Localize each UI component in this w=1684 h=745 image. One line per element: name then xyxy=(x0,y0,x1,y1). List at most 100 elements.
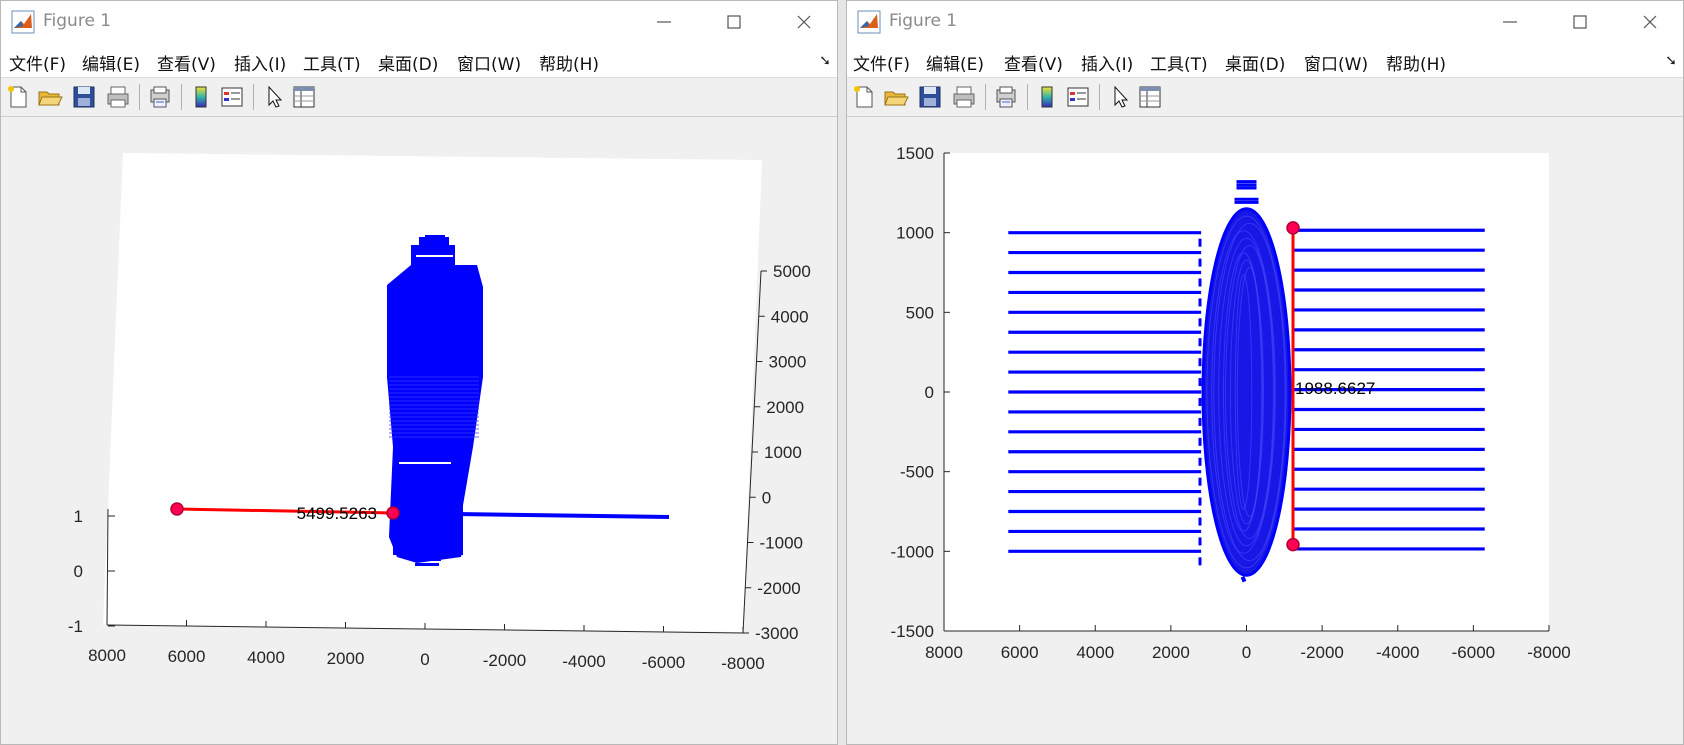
data-foot xyxy=(411,557,441,561)
x-tick-label: -4000 xyxy=(1376,643,1419,662)
pointer-icon[interactable] xyxy=(1107,84,1133,110)
close-icon xyxy=(1643,15,1657,29)
measure-endpoint xyxy=(386,506,400,520)
y-tick-label: -1000 xyxy=(760,534,803,553)
dock-arrow-icon[interactable]: ➘ xyxy=(819,52,831,68)
plot-area: 8000 6000 4000 2000 0 -2000 -4000 -6000 -8000 500… xyxy=(1,117,837,744)
close-button[interactable] xyxy=(781,5,827,39)
data-ellipse-ring xyxy=(1234,274,1253,510)
y-tick-label: -500 xyxy=(900,463,934,482)
title-bar[interactable]: Figure 1 xyxy=(847,1,1683,43)
data-series-row xyxy=(455,512,670,519)
x-tick-label: -2000 xyxy=(483,651,526,670)
x-tick-label: 4000 xyxy=(1076,643,1114,662)
minimize-icon xyxy=(657,21,671,23)
new-figure-icon[interactable] xyxy=(851,84,877,110)
plot-area: 8000 6000 4000 2000 0 -2000 -4000 -6000 -8000 150… xyxy=(847,117,1683,744)
property-inspector-icon[interactable] xyxy=(1137,84,1163,110)
print-icon[interactable] xyxy=(105,84,131,110)
close-button[interactable] xyxy=(1627,5,1673,39)
x-tick-label: -4000 xyxy=(562,652,605,671)
scatter-plot-2d[interactable]: 8000 6000 4000 2000 0 -2000 -4000 -6000 -8000 150… xyxy=(847,117,1683,745)
measure-endpoint xyxy=(170,502,184,516)
toolbar-separator xyxy=(1027,84,1028,110)
data-cap xyxy=(1240,576,1247,583)
title-bar[interactable]: Figure 1 xyxy=(1,1,837,43)
y-tick-label: 1500 xyxy=(896,144,934,163)
data-ellipse-ring xyxy=(1206,215,1287,569)
toolbar-separator xyxy=(139,84,140,110)
maximize-icon xyxy=(1573,15,1587,29)
menu-tools[interactable]: 工具(T) xyxy=(303,55,361,75)
x-tick-label: 6000 xyxy=(168,647,206,666)
z-axis-line xyxy=(106,508,109,626)
figure-toolbar xyxy=(847,78,1683,117)
data-head xyxy=(419,237,449,247)
print-preview-icon[interactable] xyxy=(147,84,173,110)
data-base xyxy=(393,493,463,555)
y-tick-label: 0 xyxy=(762,488,771,507)
colorbar-icon[interactable] xyxy=(1034,84,1060,110)
menu-insert[interactable]: 插入(I) xyxy=(1081,55,1134,75)
y-tick-label: 5000 xyxy=(773,262,811,281)
menu-tools[interactable]: 工具(T) xyxy=(1150,55,1208,75)
pointer-icon[interactable] xyxy=(261,84,287,110)
menu-help[interactable]: 帮助(H) xyxy=(1386,55,1447,75)
data-ellipse-ring xyxy=(1225,244,1274,540)
property-inspector-icon[interactable] xyxy=(291,84,317,110)
menu-file[interactable]: 文件(F) xyxy=(9,55,67,75)
measure-endpoint xyxy=(1286,537,1300,552)
legend-icon[interactable] xyxy=(219,84,245,110)
x-tick-label: 6000 xyxy=(1001,643,1039,662)
menu-bar: 文件(F) 编辑(E) 查看(V) 插入(I) 工具(T) 桌面(D) 窗口(W… xyxy=(847,43,1683,78)
window-title: Figure 1 xyxy=(889,11,958,31)
menu-window[interactable]: 窗口(W) xyxy=(1304,55,1369,75)
data-ellipse xyxy=(1201,207,1292,577)
scatter-plot-3d[interactable]: 8000 6000 4000 2000 0 -2000 -4000 -6000 -8000 500… xyxy=(1,117,837,745)
maximize-icon xyxy=(727,15,741,29)
x-tick-label: 2000 xyxy=(1152,643,1190,662)
minimize-button[interactable] xyxy=(641,5,687,39)
save-icon[interactable] xyxy=(71,84,97,110)
data-body xyxy=(387,265,483,563)
new-figure-icon[interactable] xyxy=(5,84,31,110)
toolbar-separator xyxy=(985,84,986,110)
x-tick-label: 0 xyxy=(1242,643,1251,662)
minimize-button[interactable] xyxy=(1487,5,1533,39)
minimize-icon xyxy=(1503,21,1517,23)
x-tick-label: -8000 xyxy=(721,654,764,673)
menu-edit[interactable]: 编辑(E) xyxy=(926,55,985,75)
maximize-button[interactable] xyxy=(1557,5,1603,39)
open-file-icon[interactable] xyxy=(37,84,63,110)
dock-arrow-icon[interactable]: ➘ xyxy=(1665,52,1677,68)
menu-desktop[interactable]: 桌面(D) xyxy=(378,55,439,75)
data-foot xyxy=(415,563,439,566)
colorbar-icon[interactable] xyxy=(188,84,214,110)
y-tick-label: -1500 xyxy=(891,622,934,641)
measure-label: 5499.5263 xyxy=(297,504,377,523)
x-tick-label: 8000 xyxy=(925,643,963,662)
x-tick-label: -8000 xyxy=(1527,643,1570,662)
maximize-button[interactable] xyxy=(711,5,757,39)
legend-icon[interactable] xyxy=(1065,84,1091,110)
menu-view[interactable]: 查看(V) xyxy=(157,55,216,75)
open-file-icon[interactable] xyxy=(883,84,909,110)
menu-desktop[interactable]: 桌面(D) xyxy=(1225,55,1286,75)
x-tick-label: 2000 xyxy=(327,649,365,668)
close-icon xyxy=(797,15,811,29)
menu-help[interactable]: 帮助(H) xyxy=(539,55,600,75)
print-icon[interactable] xyxy=(951,84,977,110)
menu-insert[interactable]: 插入(I) xyxy=(234,55,287,75)
menu-file[interactable]: 文件(F) xyxy=(853,55,911,75)
data-ellipse-ring xyxy=(1211,230,1276,554)
save-icon[interactable] xyxy=(917,84,943,110)
y-tick-label: 0 xyxy=(925,383,934,402)
menu-view[interactable]: 查看(V) xyxy=(1004,55,1063,75)
matlab-logo-icon xyxy=(857,10,881,34)
y-tick-label: -2000 xyxy=(757,579,800,598)
menu-edit[interactable]: 编辑(E) xyxy=(82,55,141,75)
y-tick-label: -1000 xyxy=(891,542,934,561)
menu-window[interactable]: 窗口(W) xyxy=(457,55,522,75)
figure-window-right: Figure 1 文件(F) 编辑(E) 查看(V) 插入(I) 工具(T) 桌… xyxy=(846,0,1684,745)
print-preview-icon[interactable] xyxy=(993,84,1019,110)
